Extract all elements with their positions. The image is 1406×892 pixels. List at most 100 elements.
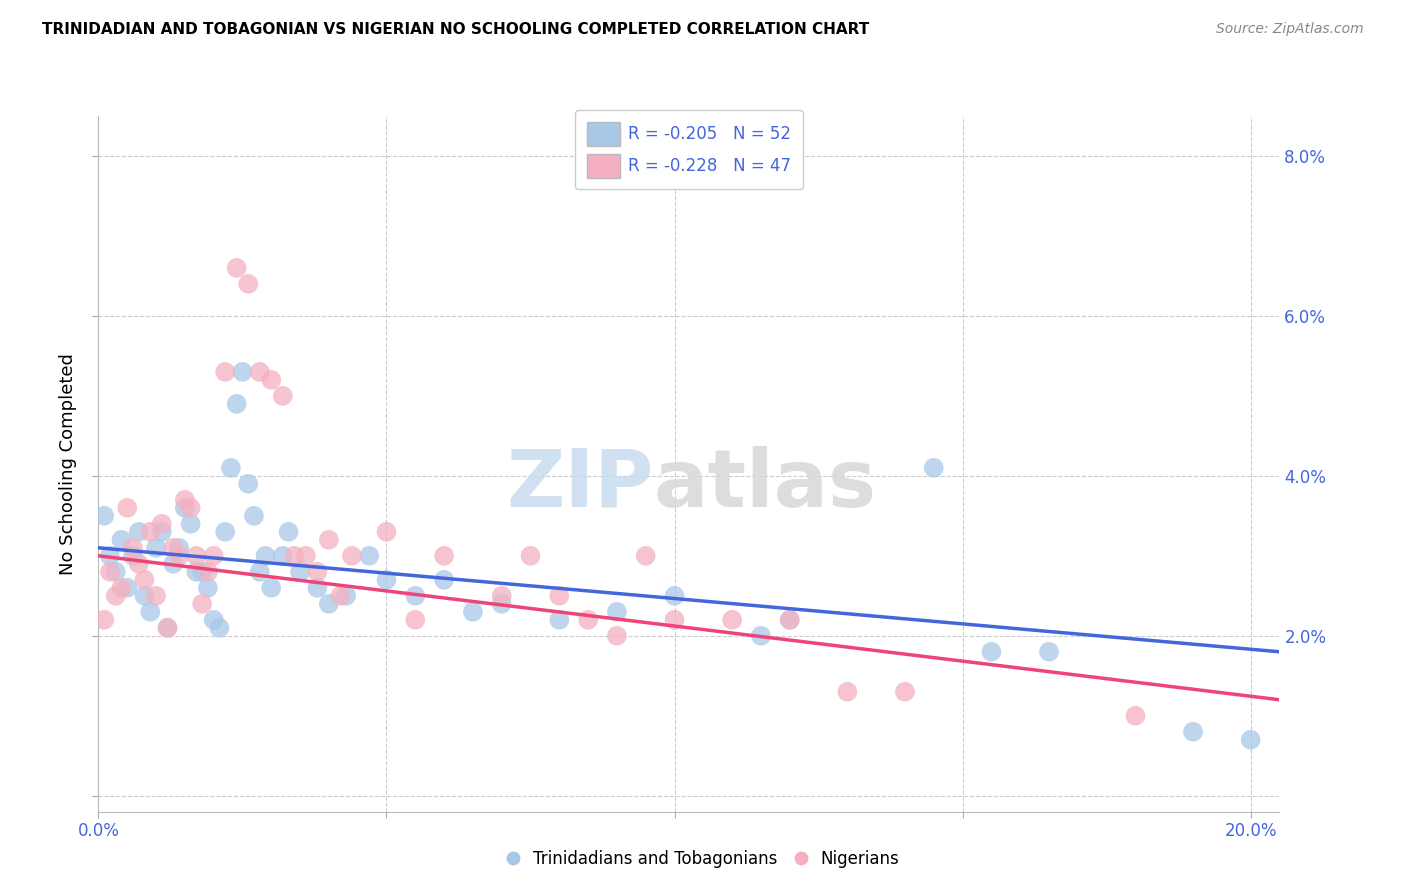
Point (243, 508, 266, 523)
Point (307, 565, 329, 579)
Point (139, 605, 162, 619)
Point (93, 613, 115, 627)
Point (208, 621, 231, 635)
Point (491, 597, 513, 611)
Point (307, 581, 329, 595)
Point (134, 573, 156, 587)
Point (249, 565, 271, 579)
Point (1125, 708, 1147, 723)
Point (167, 549, 190, 563)
Point (295, 549, 318, 563)
Point (93, 508, 115, 523)
Point (576, 613, 599, 627)
Point (150, 524, 173, 539)
Point (202, 549, 225, 563)
Point (156, 621, 179, 635)
Point (548, 613, 571, 627)
Point (145, 589, 167, 603)
Point (375, 573, 398, 587)
Point (375, 524, 398, 539)
Point (128, 557, 150, 571)
Point (128, 524, 150, 539)
Point (180, 500, 202, 515)
Point (922, 460, 945, 475)
Point (139, 524, 162, 539)
Point (606, 605, 628, 619)
Point (122, 549, 145, 563)
Point (283, 549, 305, 563)
Legend: Trinidadians and Tobagonians, Nigerians: Trinidadians and Tobagonians, Nigerians (499, 844, 907, 875)
Point (254, 549, 277, 563)
Point (721, 613, 744, 627)
Point (779, 613, 801, 627)
Point (606, 629, 628, 643)
Point (156, 621, 179, 635)
Point (1182, 724, 1205, 739)
Point (98, 549, 121, 563)
Point (749, 629, 772, 643)
Point (186, 549, 208, 563)
Point (162, 541, 184, 555)
Point (260, 373, 283, 387)
Point (219, 460, 242, 475)
Point (98, 565, 121, 579)
Point (110, 533, 132, 547)
Point (271, 549, 294, 563)
Point (519, 549, 541, 563)
Point (167, 541, 190, 555)
Point (104, 565, 127, 579)
Point (134, 589, 156, 603)
Point (433, 573, 456, 587)
Point (461, 605, 484, 619)
Point (318, 597, 340, 611)
Point (359, 549, 381, 563)
Point (180, 516, 202, 531)
Point (197, 581, 219, 595)
Point (433, 549, 456, 563)
Point (150, 516, 173, 531)
Point (191, 565, 214, 579)
Point (980, 645, 1002, 659)
Text: ZIP: ZIP (506, 446, 654, 524)
Point (340, 549, 363, 563)
Point (271, 389, 294, 403)
Point (664, 589, 686, 603)
Text: TRINIDADIAN AND TOBAGONIAN VS NIGERIAN NO SCHOOLING COMPLETED CORRELATION CHART: TRINIDADIAN AND TOBAGONIAN VS NIGERIAN N… (42, 22, 869, 37)
Point (491, 589, 513, 603)
Point (634, 549, 657, 563)
Point (329, 589, 352, 603)
Point (404, 613, 426, 627)
Point (664, 613, 686, 627)
Point (225, 260, 247, 275)
Point (122, 541, 145, 555)
Text: Source: ZipAtlas.com: Source: ZipAtlas.com (1216, 22, 1364, 37)
Point (548, 589, 571, 603)
Point (837, 685, 859, 699)
Point (214, 365, 236, 379)
Point (225, 397, 247, 411)
Point (115, 500, 138, 515)
Point (1038, 645, 1060, 659)
Point (173, 492, 195, 507)
Point (186, 565, 208, 579)
Point (288, 565, 311, 579)
Point (404, 589, 426, 603)
Point (145, 541, 167, 555)
Point (779, 613, 801, 627)
Point (318, 533, 340, 547)
Text: atlas: atlas (654, 446, 876, 524)
Point (335, 589, 357, 603)
Point (249, 365, 271, 379)
Point (162, 557, 184, 571)
Point (277, 524, 299, 539)
Point (1240, 732, 1263, 747)
Point (115, 581, 138, 595)
Point (231, 365, 253, 379)
Point (202, 613, 225, 627)
Y-axis label: No Schooling Completed: No Schooling Completed (59, 353, 77, 574)
Point (214, 524, 236, 539)
Point (197, 565, 219, 579)
Point (191, 597, 214, 611)
Point (238, 277, 260, 291)
Point (260, 581, 283, 595)
